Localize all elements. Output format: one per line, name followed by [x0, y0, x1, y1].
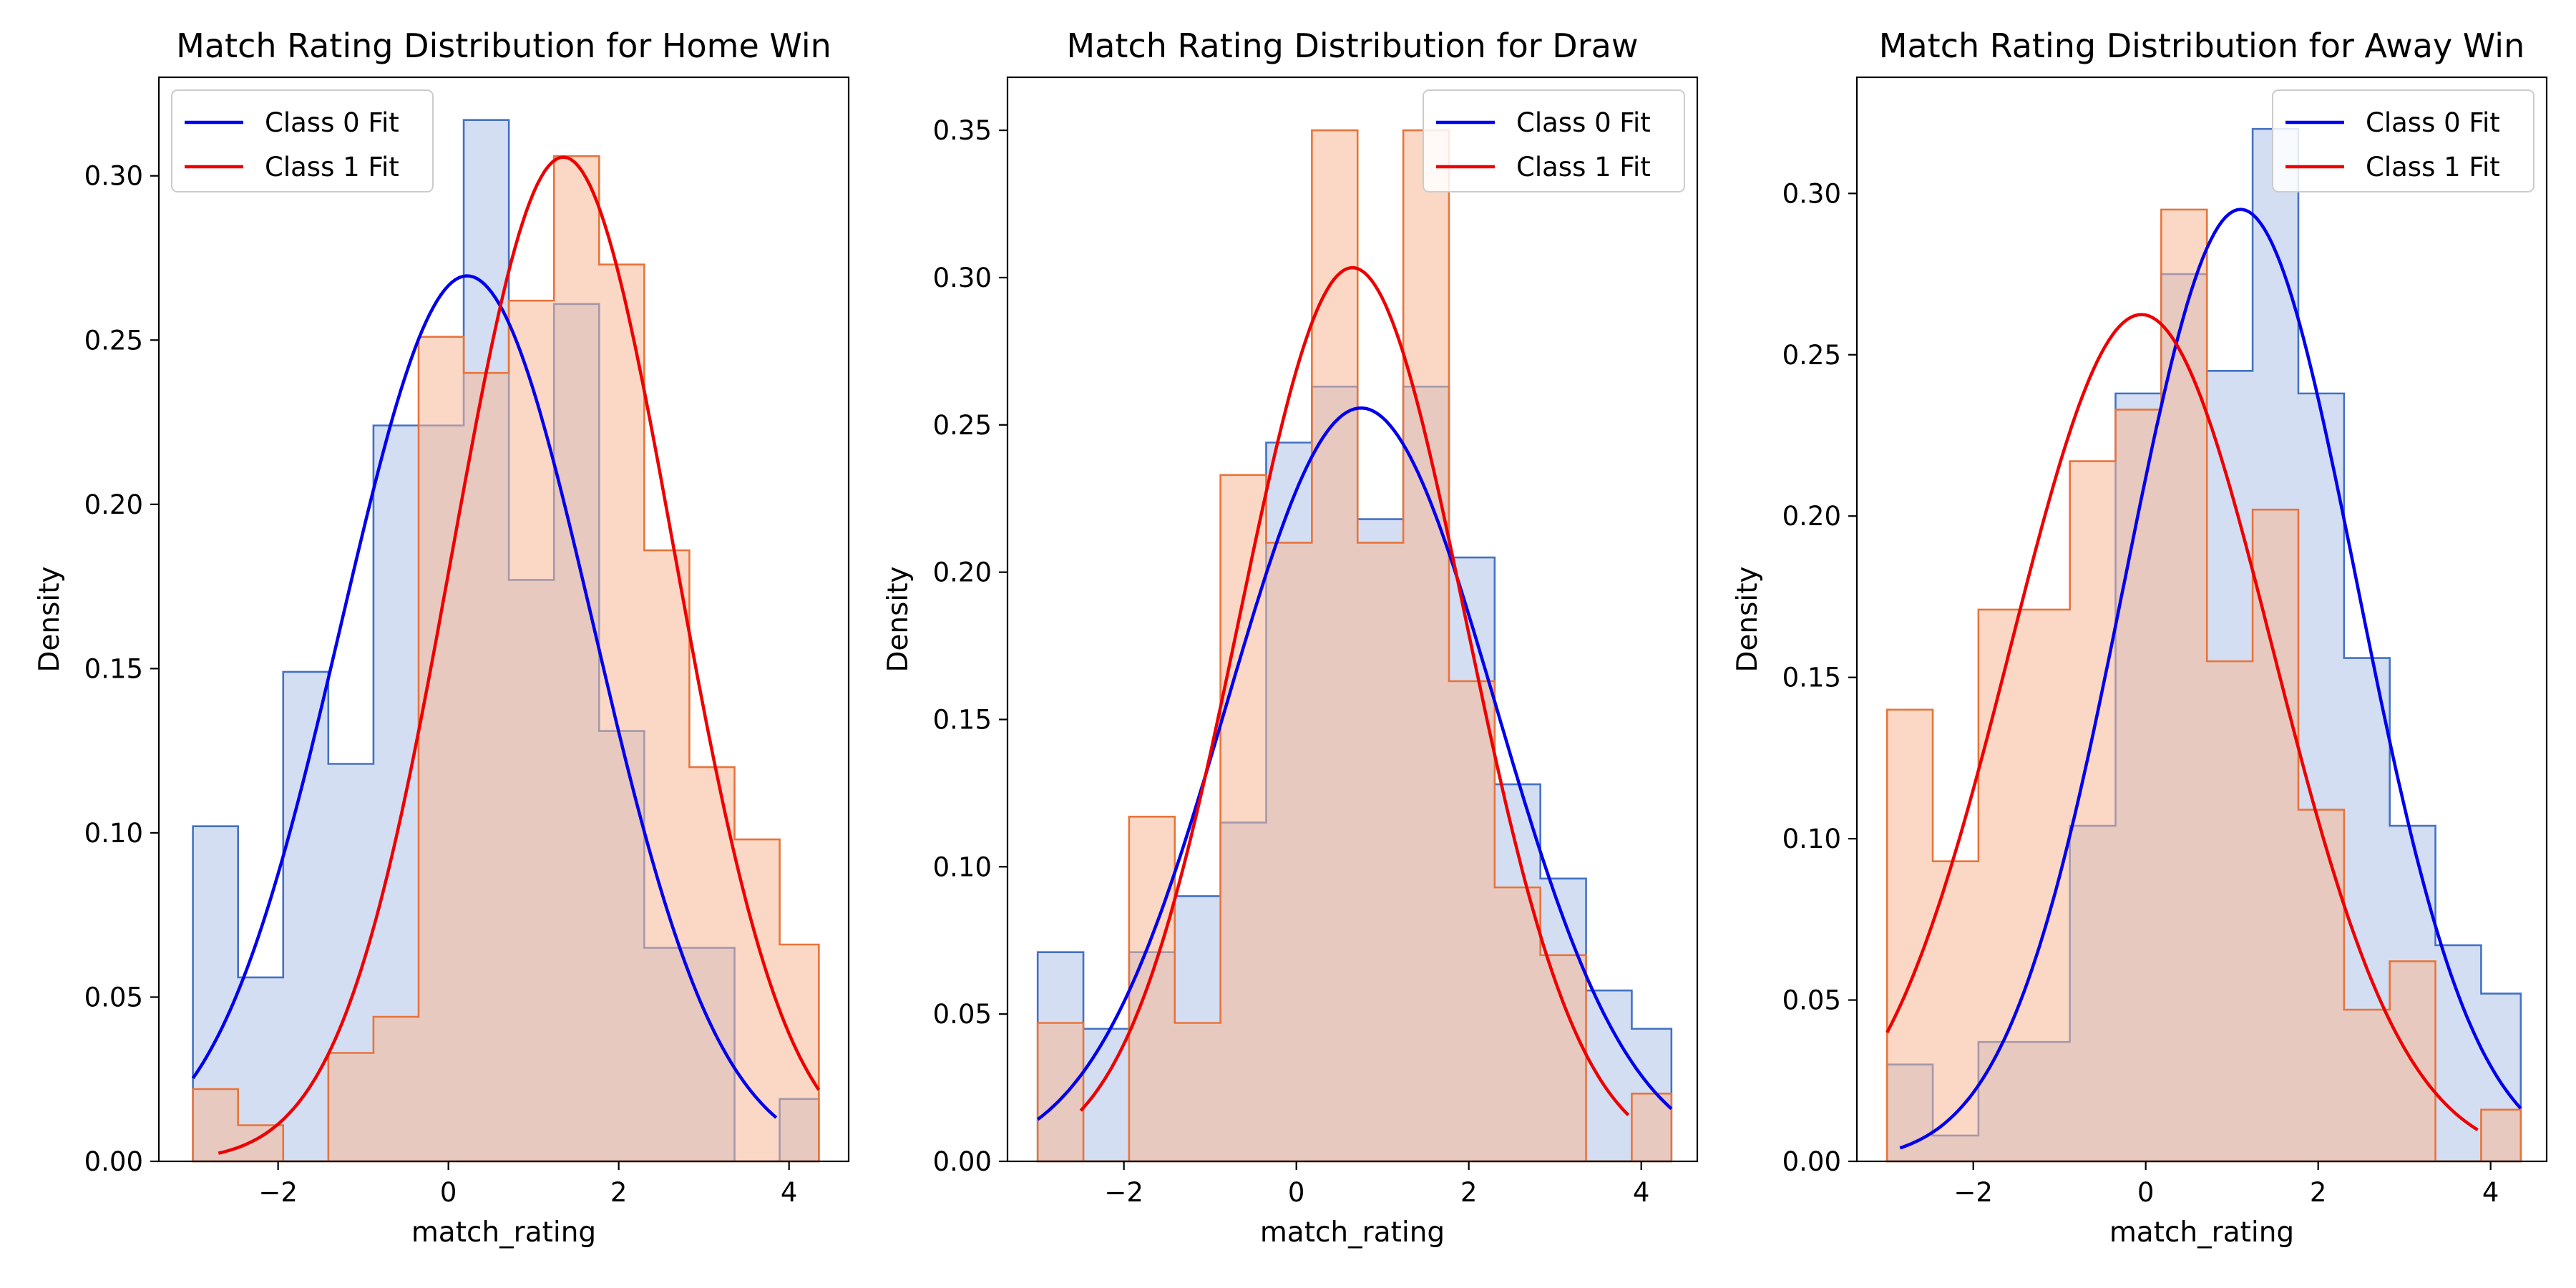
- legend-label: Class 0 Fit: [265, 107, 399, 138]
- y-tick-label: 0.05: [933, 999, 992, 1030]
- x-axis-label: match_rating: [1260, 1216, 1445, 1249]
- fit-line-class-0-fit: [1036, 406, 1673, 1121]
- y-tick-label: 0.30: [933, 263, 992, 293]
- legend-label: Class 1 Fit: [2366, 152, 2500, 182]
- fit-line-class-0-fit: [191, 274, 778, 1119]
- y-axis-label: Density: [882, 566, 914, 672]
- legend: Class 0 Fit Class 1 Fit: [171, 89, 434, 192]
- axes-frame: [1006, 76, 1699, 1163]
- chart-title: Match Rating Distribution for Home Win: [176, 26, 831, 65]
- x-axis-label: match_rating: [2109, 1216, 2294, 1249]
- x-tick-label: 0: [1288, 1177, 1305, 1208]
- y-tick-label: 0.35: [933, 115, 992, 146]
- y-tick-label: 0.25: [933, 410, 992, 441]
- x-tick-label: 2: [2310, 1177, 2327, 1208]
- legend-label: Class 1 Fit: [1516, 152, 1651, 182]
- legend-label: Class 0 Fit: [1516, 107, 1651, 138]
- histogram-fill-class-1: [1887, 209, 2521, 1161]
- y-tick-label: 0.15: [933, 704, 992, 735]
- fit-line-class-1-fit: [1885, 313, 2479, 1131]
- chart-panel-2: 0.00 0.05 0.10 0.15 0.20 0.25 0.30 −2 0 2 4 Match R…: [1732, 26, 2548, 1249]
- fit-line-class-1-fit: [218, 155, 821, 1155]
- y-tick-label: 0.05: [84, 982, 143, 1013]
- y-tick-label: 0.15: [84, 653, 143, 684]
- y-tick-label: 0.25: [1782, 340, 1841, 371]
- x-tick-label: 2: [610, 1177, 628, 1208]
- y-axis-label: Density: [34, 566, 66, 672]
- legend-label: Class 1 Fit: [265, 152, 399, 182]
- histogram-fill-class-1: [192, 156, 819, 1161]
- y-tick-label: 0.20: [1782, 501, 1841, 532]
- y-tick-label: 0.00: [1782, 1146, 1841, 1177]
- x-tick-label: −2: [1104, 1177, 1143, 1208]
- y-tick-label: 0.20: [933, 557, 992, 588]
- y-tick-label: 0.05: [1782, 985, 1841, 1016]
- chart-title: Match Rating Distribution for Draw: [1067, 26, 1639, 65]
- chart-panel-1: 0.00 0.05 0.10 0.15 0.20 0.25 0.30 0.35 −2 0 2 4 Mat…: [882, 26, 1699, 1249]
- legend: Class 0 Fit Class 1 Fit: [2272, 89, 2534, 192]
- x-tick-label: 2: [1460, 1177, 1478, 1208]
- y-tick-label: 0.10: [933, 852, 992, 882]
- y-tick-label: 0.30: [1782, 178, 1841, 209]
- y-tick-label: 0.00: [933, 1146, 992, 1177]
- x-tick-label: −2: [1953, 1177, 1993, 1208]
- x-tick-label: 4: [2482, 1177, 2499, 1208]
- y-axis-label: Density: [1732, 566, 1764, 672]
- axes-frame: [1855, 76, 2548, 1163]
- x-tick-label: 0: [440, 1177, 457, 1208]
- y-tick-label: 0.00: [84, 1146, 143, 1177]
- y-tick-label: 0.30: [84, 161, 143, 192]
- x-tick-label: 4: [1633, 1177, 1650, 1208]
- chart-title: Match Rating Distribution for Away Win: [1879, 26, 2524, 65]
- fit-line-class-0-fit: [1899, 208, 2522, 1150]
- y-tick-label: 0.15: [1782, 663, 1841, 693]
- legend-label: Class 0 Fit: [2366, 107, 2500, 138]
- y-tick-label: 0.25: [84, 325, 143, 356]
- chart-panel-0: 0.00 0.05 0.10 0.15 0.20 0.25 0.30 −2 0 2 4 Match R…: [34, 26, 850, 1249]
- x-tick-label: 4: [781, 1177, 798, 1208]
- y-tick-label: 0.20: [84, 489, 143, 520]
- histogram-fill-class-1: [1038, 130, 1672, 1161]
- x-tick-label: 0: [2137, 1177, 2155, 1208]
- legend: Class 0 Fit Class 1 Fit: [1423, 89, 1685, 192]
- y-tick-label: 0.10: [1782, 824, 1841, 854]
- x-tick-label: −2: [258, 1177, 298, 1208]
- x-axis-label: match_rating: [411, 1216, 596, 1249]
- y-tick-label: 0.10: [84, 818, 143, 849]
- fit-line-class-1-fit: [1079, 265, 1630, 1116]
- axes-frame: [157, 76, 850, 1163]
